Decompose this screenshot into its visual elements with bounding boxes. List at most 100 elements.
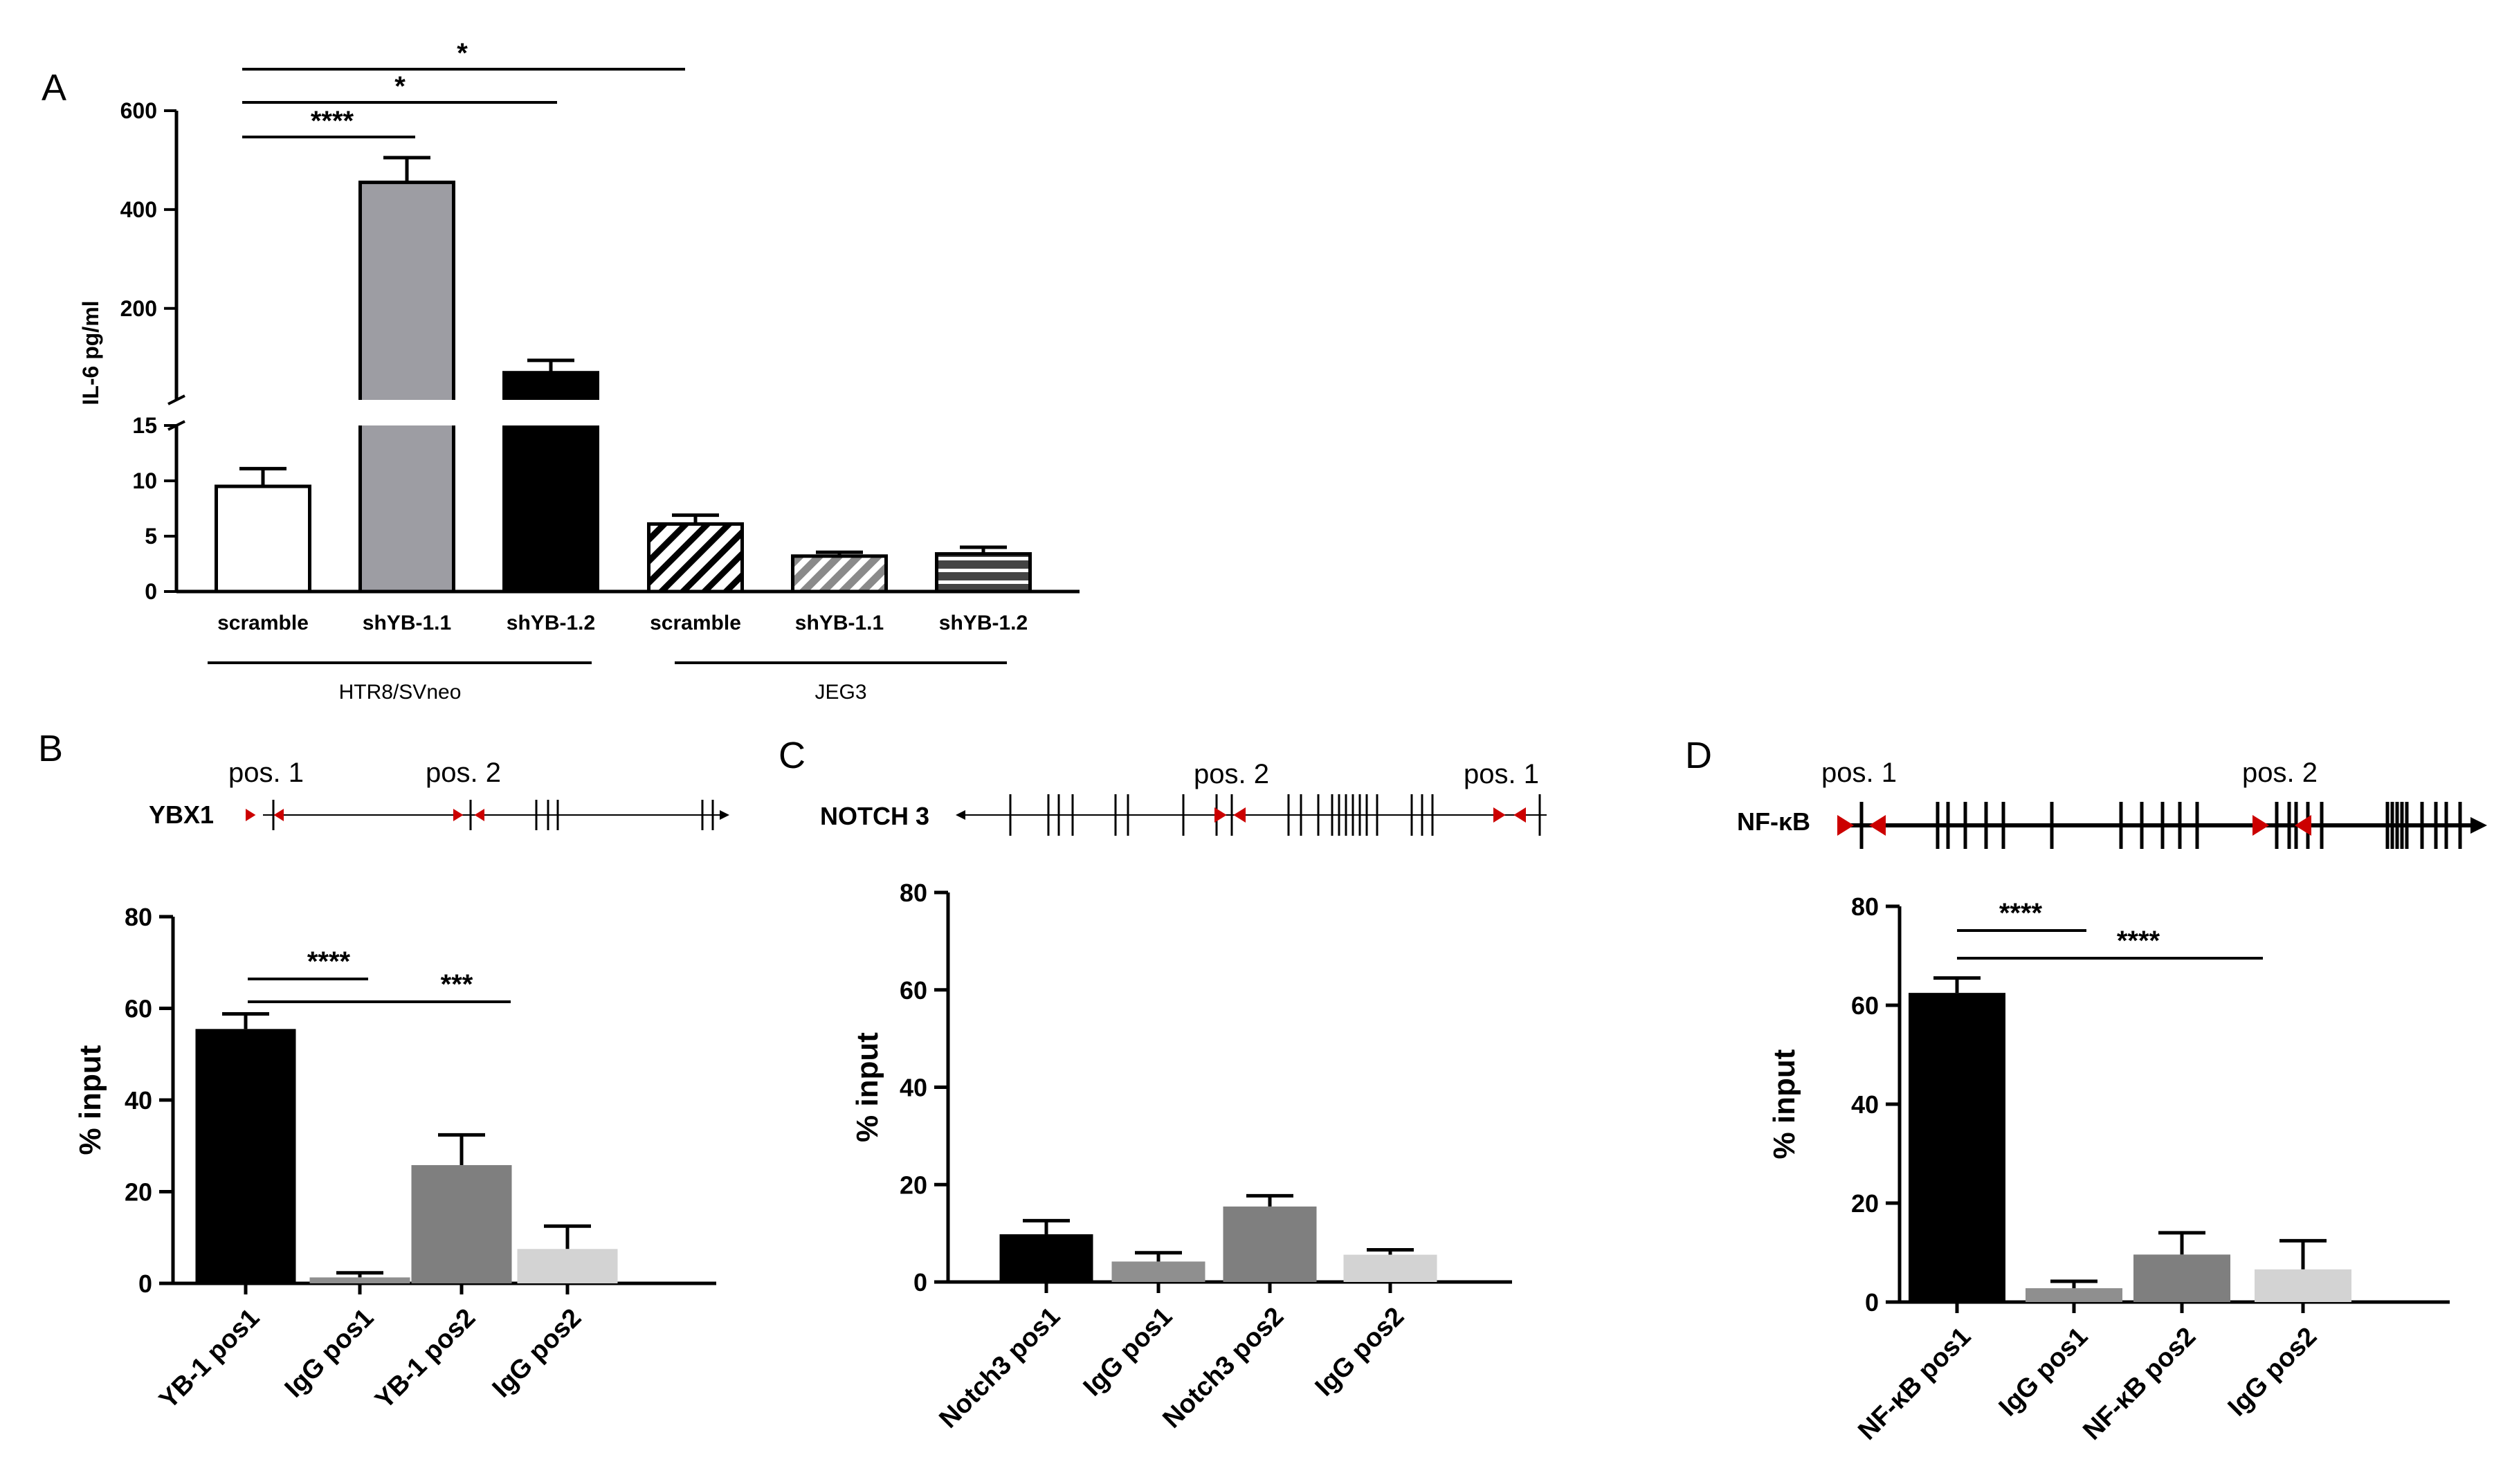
panel-letter: D (1685, 735, 1712, 776)
x-category-label: IgG pos1 (1994, 1322, 2094, 1422)
x-category-label: NF-κB pos1 (1853, 1322, 1976, 1446)
y-axis-label: % input (1767, 1049, 1801, 1159)
significance-stars: **** (2117, 926, 2160, 956)
x-category-label: shYB-1.1 (363, 612, 451, 634)
y-tick-label: 80 (900, 879, 927, 907)
primer-arrow (2295, 815, 2311, 836)
y-tick-label: 20 (125, 1178, 152, 1207)
gene-direction-arrow (2470, 817, 2487, 834)
y-axis-label: IL-6 pg/ml (78, 300, 103, 405)
gene-direction-arrow (956, 810, 965, 820)
x-category-label: shYB-1.1 (795, 612, 884, 634)
x-category-label: IgG pos1 (1078, 1302, 1178, 1402)
significance-stars: *** (441, 969, 473, 1000)
significance-stars: * (394, 71, 406, 102)
bar-break-gap (502, 400, 600, 425)
panel-d: D NF-κB pos. 1 pos. 2 0 20 40 60 80 % input NF-κB … (1685, 735, 2487, 1446)
bar-break-gap (358, 400, 456, 425)
panel-b: B YBX1 pos. 1 pos. 2 0 20 40 60 80 % input YB-1 po… (38, 728, 729, 1415)
significance-stars: **** (1999, 898, 2043, 928)
primer-arrow (1837, 815, 1854, 836)
bar (358, 181, 455, 594)
y-tick-label: 40 (125, 1086, 152, 1115)
y-tick-label: 80 (1851, 892, 1879, 921)
bar (1343, 1254, 1437, 1282)
bar (309, 1277, 410, 1283)
y-tick-label: 0 (1865, 1288, 1879, 1317)
y-tick-label: 40 (900, 1074, 927, 1102)
bar (2255, 1269, 2351, 1302)
x-category-label: YB-1 pos2 (370, 1303, 481, 1415)
bar (1111, 1261, 1205, 1282)
position-label: pos. 2 (426, 758, 501, 788)
primer-arrow (273, 809, 284, 821)
group-label: JEG3 (814, 681, 866, 704)
x-category-label: scramble (650, 612, 741, 634)
bar (411, 1165, 512, 1283)
bar (2133, 1254, 2230, 1302)
primer-arrow (1869, 815, 1886, 836)
y-axis-label: % input (850, 1032, 884, 1142)
gene-name: YBX1 (149, 800, 214, 829)
panel-c: C NOTCH 3 pos. 2 pos. 1 0 20 40 60 80 % input Notc… (779, 735, 1547, 1434)
group-label: HTR8/SVneo (339, 681, 462, 704)
y-tick-label: 40 (1851, 1090, 1879, 1119)
y-tick-label: 400 (120, 197, 157, 222)
x-category-label: shYB-1.2 (507, 612, 595, 634)
gene-direction-arrow (720, 810, 729, 820)
y-tick-label: 0 (145, 579, 157, 604)
y-tick-label: 10 (132, 468, 157, 493)
y-tick-label: 5 (145, 524, 157, 549)
primer-arrow (1233, 807, 1246, 823)
primer-arrow (474, 809, 484, 821)
panel-a: A 0 5 10 15 200 400 600 IL-6 pg/ml scramble shYB-1… (42, 38, 1080, 704)
position-label: pos. 2 (2242, 758, 2318, 788)
x-category-label: IgG pos1 (280, 1303, 380, 1404)
y-tick-label: 60 (125, 995, 152, 1023)
y-tick-label: 0 (138, 1270, 152, 1298)
bar (2026, 1288, 2122, 1302)
primer-arrow (246, 809, 256, 821)
bar (195, 1029, 296, 1283)
panel-letter-a: A (42, 67, 66, 109)
primer-arrow (1493, 807, 1506, 823)
y-tick-label: 60 (1851, 991, 1879, 1020)
x-category-label: shYB-1.2 (939, 612, 1028, 634)
bar (999, 1234, 1093, 1282)
primer-arrow (1513, 807, 1526, 823)
bar (791, 554, 888, 594)
y-tick-label: 80 (125, 903, 152, 931)
panel-letter: C (779, 735, 806, 776)
bar (1909, 993, 2005, 1302)
bar (935, 552, 1032, 594)
x-category-label: YB-1 pos1 (154, 1303, 265, 1415)
x-category-label: NF-κB pos2 (2077, 1322, 2201, 1446)
significance-stars: **** (311, 106, 354, 136)
position-label: pos. 1 (1464, 759, 1539, 789)
y-tick-label: 200 (120, 296, 157, 321)
position-label: pos. 1 (228, 758, 304, 788)
bar (215, 484, 311, 594)
bar (647, 522, 744, 594)
y-tick-label: 20 (1851, 1189, 1879, 1218)
position-label: pos. 2 (1194, 759, 1269, 789)
y-tick-label: 600 (120, 98, 157, 123)
significance-stars: * (457, 38, 468, 68)
gene-name: NF-κB (1737, 807, 1810, 836)
significance-stars: **** (307, 946, 351, 977)
y-tick-label: 60 (900, 976, 927, 1005)
primer-arrow (2252, 815, 2269, 836)
y-tick-label: 20 (900, 1171, 927, 1199)
x-category-label: Notch3 pos1 (934, 1302, 1066, 1434)
gene-name: NOTCH 3 (820, 802, 929, 830)
primer-arrow (1214, 807, 1227, 823)
bar (1223, 1206, 1317, 1282)
y-axis-label: % input (73, 1045, 107, 1155)
axis-break-mark (167, 394, 185, 405)
x-category-label: IgG pos2 (2223, 1322, 2323, 1422)
panel-letter: B (38, 728, 63, 769)
y-tick-label: 0 (913, 1268, 927, 1297)
primer-arrow (453, 809, 464, 821)
y-tick-label: 15 (132, 413, 157, 438)
